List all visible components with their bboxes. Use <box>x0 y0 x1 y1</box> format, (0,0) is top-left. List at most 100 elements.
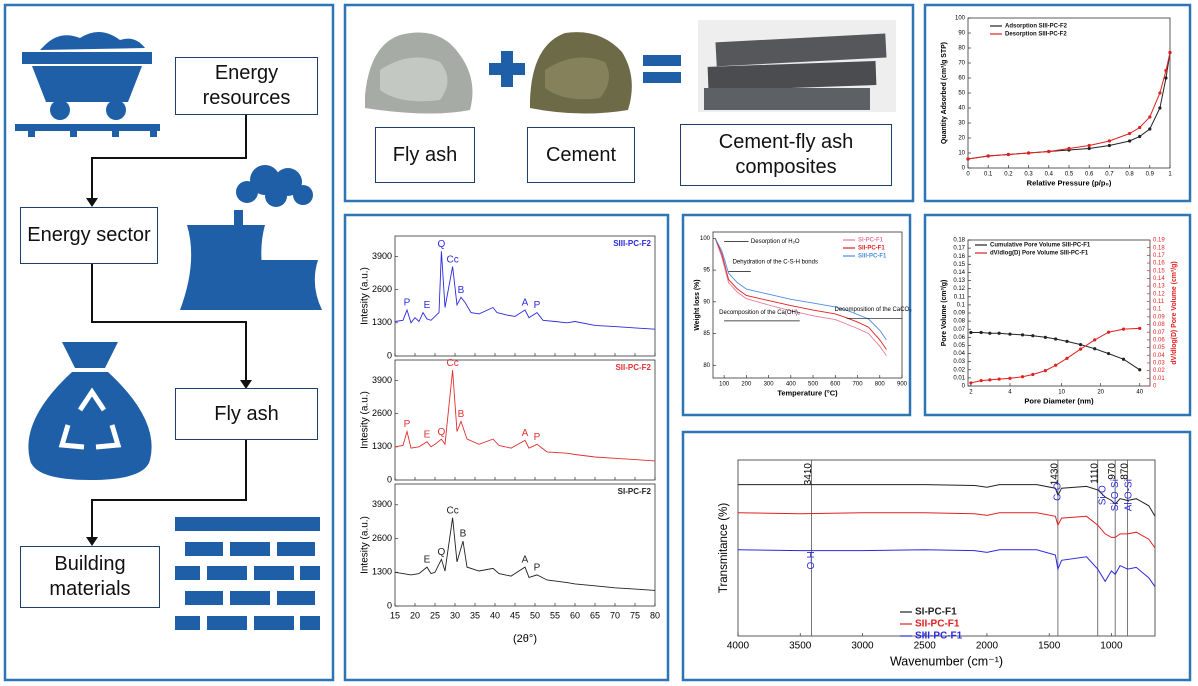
x-tick-label: 0.2 <box>1004 172 1013 178</box>
series-marker <box>1168 50 1172 55</box>
legend-label: SII-PC-F1 <box>858 246 885 252</box>
peak-annotation: Q <box>438 547 446 558</box>
x-tick-label: 600 <box>830 382 841 388</box>
y-tick-label: 0 <box>387 600 392 610</box>
series-line <box>394 251 656 330</box>
series-label: SII-PC-F2 <box>615 363 651 372</box>
series-line <box>738 484 1156 517</box>
x-tick-label: 1000 <box>1100 641 1123 652</box>
x-tick-label: 30 <box>450 610 460 620</box>
series-marker <box>1158 91 1162 95</box>
peak-annotation: Cc <box>446 254 458 265</box>
y-axis-label: Transmitance (%) <box>718 503 730 593</box>
series-marker <box>986 154 990 158</box>
y2-tick-label: 0.04 <box>1153 353 1165 359</box>
peak-annotation: B <box>458 285 465 296</box>
series-marker <box>1006 152 1011 157</box>
series-line <box>737 512 1156 549</box>
x-tick-label: 3000 <box>851 641 874 652</box>
series-line <box>394 370 656 462</box>
peak-annotation: A <box>522 428 529 439</box>
series-label: SIII-PC-F2 <box>613 239 651 248</box>
series-marker <box>1138 368 1142 372</box>
series-marker <box>1121 327 1126 331</box>
legend-label: SII-PC-F1 <box>915 619 960 630</box>
y-tick-label: 1300 <box>372 317 392 327</box>
x-tick-label: 0.7 <box>1105 172 1114 178</box>
panel-frame <box>923 213 1192 417</box>
y-axis-label: Intesity (a.u.) <box>360 516 371 574</box>
series-marker <box>1031 372 1035 377</box>
x-tick-label: 10 <box>1058 390 1065 396</box>
band-label: C-O <box>1053 482 1064 501</box>
y2-tick-label: 0.05 <box>1153 345 1165 351</box>
legend-label: Desorption SIII-PC-F2 <box>1005 32 1067 38</box>
peak-label: 870 <box>1119 463 1130 480</box>
x-tick-label: 800 <box>875 382 886 388</box>
y-tick-label: 3900 <box>372 375 392 385</box>
y-tick-label: 95 <box>703 268 710 274</box>
material-label: Cement-fly ash composites <box>680 124 892 186</box>
arrow-head <box>240 380 252 389</box>
peak-annotation: Q <box>438 239 446 250</box>
series-marker <box>1106 351 1111 356</box>
x-tick-label: 0.4 <box>1045 172 1054 178</box>
x-tick-label: 700 <box>853 382 864 388</box>
x-tick-label: 400 <box>786 382 797 388</box>
series-marker <box>988 378 992 382</box>
series-marker <box>1047 149 1051 154</box>
series-line <box>714 238 887 350</box>
x-tick-label: 60 <box>570 610 580 620</box>
peak-annotation: Cc <box>446 505 458 516</box>
plot-frame <box>967 17 1171 169</box>
flow-node: Fly ash <box>175 388 318 440</box>
peak-annotation: P <box>534 432 541 443</box>
y-tick-label: 0.13 <box>953 278 965 284</box>
series-marker <box>1138 326 1142 330</box>
y-tick-label: 80 <box>958 46 965 52</box>
x-tick-label: 900 <box>897 382 908 388</box>
x-tick-label: 80 <box>650 610 660 620</box>
series-marker <box>1107 139 1111 143</box>
y2-tick-label: 0.15 <box>1153 268 1165 274</box>
x-tick-label: 65 <box>590 610 600 620</box>
y-tick-label: 0.02 <box>953 367 965 373</box>
annotation: Decomposition of the CaCO₃ <box>835 307 913 313</box>
cement-image <box>530 32 632 114</box>
peak-annotation: Q <box>438 427 446 438</box>
y-tick-label: 3900 <box>372 251 392 261</box>
y-axis-label: Quantity Adsorbed (cm³/g STP) <box>941 42 948 144</box>
series-marker <box>1067 146 1071 151</box>
series-marker <box>1148 115 1152 119</box>
y-axis-label: Intesity (a.u.) <box>360 391 371 449</box>
y-tick-label: 90 <box>703 299 710 305</box>
series-marker <box>1093 347 1097 351</box>
band-label: Si-O <box>1097 485 1108 505</box>
y-tick-label: 3900 <box>372 499 392 509</box>
y2-tick-label: 0.14 <box>1153 276 1165 282</box>
arrow <box>91 440 247 537</box>
peak-annotation: E <box>424 300 431 311</box>
series-marker <box>1027 151 1031 155</box>
x-tick-label: 40 <box>490 610 500 620</box>
peak-annotation: P <box>404 419 411 430</box>
band-label: O-H <box>806 551 817 569</box>
y2-tick-label: 0 <box>1153 384 1157 390</box>
series-marker <box>1164 68 1168 73</box>
series-marker <box>1054 363 1058 367</box>
y-tick-label: 0.09 <box>953 311 965 317</box>
x-tick-label: 50 <box>530 610 540 620</box>
mine-cart-icon <box>15 31 160 137</box>
annotation: Dehydration of the C-S-H bonds <box>733 259 818 265</box>
series-marker <box>1043 335 1047 339</box>
y-tick-label: 60 <box>958 76 965 82</box>
peak-annotation: E <box>424 429 431 440</box>
peak-annotation: B <box>458 409 465 420</box>
x-tick-label: 25 <box>430 610 440 620</box>
series-marker <box>1148 127 1152 131</box>
x-tick-label: 40 <box>1136 390 1143 396</box>
arrow <box>91 264 247 380</box>
x-tick-label: 0.8 <box>1125 172 1134 178</box>
series-marker <box>1087 146 1091 151</box>
y2-tick-label: 0.09 <box>1153 314 1165 320</box>
